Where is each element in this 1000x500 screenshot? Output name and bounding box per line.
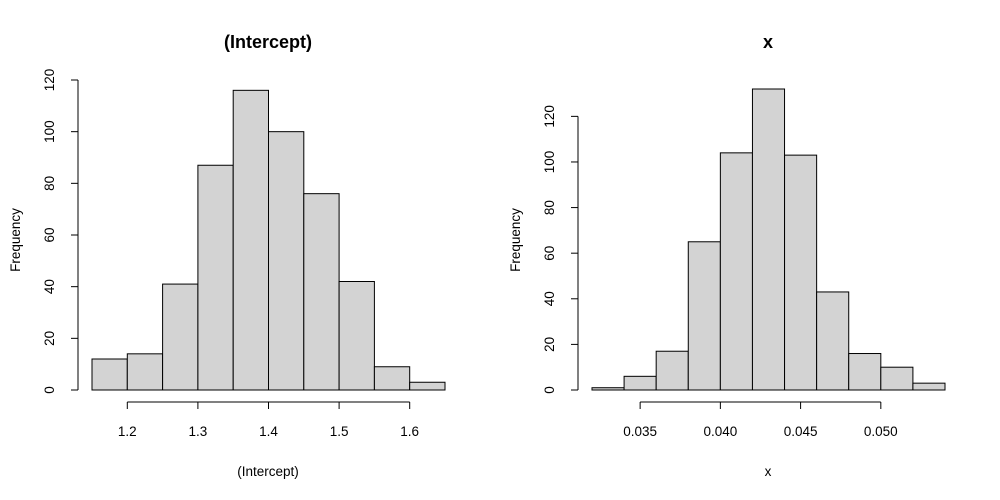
histogram-bar	[784, 154, 818, 391]
y-tick-label: 20	[542, 337, 557, 352]
histogram-bar	[162, 283, 199, 391]
histogram-panel-intercept: 1.2 1.3 1.4 1.5 1.6 0 20 40 60 80 100 120 (Intercept…	[8, 32, 446, 479]
x-tick-label: 1.2	[118, 424, 137, 439]
histogram-bar	[687, 241, 721, 391]
x-tick-label: 1.3	[189, 424, 208, 439]
x-axis-label: x	[765, 464, 772, 479]
histogram-bar	[338, 281, 375, 391]
histogram-bar	[655, 350, 689, 391]
y-tick-label: 0	[542, 386, 557, 394]
histogram-bar	[303, 193, 340, 391]
x-axis-label: (Intercept)	[237, 464, 299, 479]
chart-title: x	[763, 32, 773, 52]
x-tick-label: 0.040	[703, 424, 737, 439]
histogram-bar	[373, 366, 411, 391]
x-tick-label: 1.6	[400, 424, 419, 439]
y-tick-label: 80	[42, 176, 57, 191]
x-tick-label: 0.035	[623, 424, 657, 439]
chart-title: (Intercept)	[224, 32, 312, 52]
histogram-bar	[126, 353, 164, 391]
histogram-bar	[409, 381, 446, 391]
x-tick-label: 1.4	[259, 424, 278, 439]
y-tick-label: 120	[42, 69, 57, 92]
y-tick-label: 120	[542, 105, 557, 128]
y-tick-label: 60	[42, 227, 57, 242]
x-tick-label: 0.050	[864, 424, 898, 439]
histogram-panel-x: 0.035 0.040 0.045 0.050 0 20 40 60 80 100 120 x x Fre…	[508, 32, 946, 479]
histogram-bar	[623, 375, 657, 391]
y-tick-label: 80	[542, 200, 557, 215]
histogram-bar	[751, 88, 786, 391]
x-tick-label: 1.5	[330, 424, 349, 439]
histogram-bar	[591, 387, 625, 391]
y-tick-label: 60	[542, 246, 557, 261]
y-tick-label: 40	[542, 291, 557, 306]
histogram-bar	[232, 89, 269, 391]
histogram-bar	[816, 291, 850, 391]
histogram-bar	[197, 164, 234, 391]
y-tick-label: 100	[42, 120, 57, 143]
y-axis-label: Frequency	[8, 208, 23, 272]
y-tick-label: 0	[42, 386, 57, 394]
y-tick-label: 100	[542, 151, 557, 174]
x-tick-label: 0.045	[784, 424, 818, 439]
y-tick-label: 40	[42, 279, 57, 294]
histogram-bar	[848, 353, 882, 391]
histogram-bar	[91, 358, 128, 391]
histogram-bar	[880, 366, 914, 391]
histogram-bar	[719, 152, 753, 391]
y-tick-label: 20	[42, 331, 57, 346]
histogram-bar	[912, 382, 946, 391]
histogram-bar	[268, 131, 305, 391]
y-axis-label: Frequency	[508, 208, 523, 272]
